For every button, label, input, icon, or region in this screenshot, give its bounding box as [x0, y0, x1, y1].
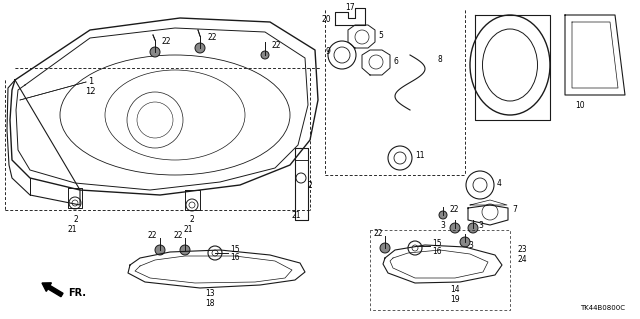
Text: 22: 22	[148, 232, 157, 241]
Text: 15: 15	[230, 246, 239, 255]
FancyArrow shape	[42, 283, 63, 297]
Text: 2: 2	[308, 181, 313, 189]
Text: 21: 21	[183, 226, 193, 234]
Text: 24: 24	[518, 256, 527, 264]
Text: 18: 18	[205, 299, 214, 308]
Text: 13: 13	[205, 290, 214, 299]
Text: 23: 23	[518, 246, 527, 255]
Text: 14: 14	[450, 286, 460, 294]
Text: 8: 8	[438, 56, 443, 64]
Text: 12: 12	[85, 87, 95, 97]
Text: 3: 3	[468, 241, 473, 249]
Circle shape	[450, 223, 460, 233]
Text: 15: 15	[432, 239, 442, 248]
Text: 1: 1	[88, 78, 93, 86]
Text: 3: 3	[478, 220, 483, 229]
Text: 21: 21	[291, 211, 301, 219]
Text: 22: 22	[449, 205, 458, 214]
Text: 22: 22	[207, 33, 216, 42]
Text: 5: 5	[378, 31, 383, 40]
Text: 9: 9	[325, 48, 330, 56]
Text: 2: 2	[190, 216, 195, 225]
Circle shape	[261, 51, 269, 59]
Text: 22: 22	[162, 38, 172, 47]
Text: 4: 4	[497, 179, 502, 188]
Text: 19: 19	[450, 294, 460, 303]
Text: 20: 20	[322, 16, 332, 25]
Circle shape	[150, 47, 160, 57]
Circle shape	[155, 245, 165, 255]
Text: 16: 16	[432, 247, 442, 256]
Text: 21: 21	[67, 226, 77, 234]
Text: 11: 11	[415, 151, 424, 160]
Text: FR.: FR.	[68, 288, 86, 298]
Text: 17: 17	[345, 3, 355, 11]
Circle shape	[460, 237, 470, 247]
Text: 22: 22	[271, 41, 280, 49]
Circle shape	[468, 223, 478, 233]
Circle shape	[380, 243, 390, 253]
Text: 6: 6	[393, 57, 398, 66]
Text: 22: 22	[373, 229, 383, 239]
Circle shape	[195, 43, 205, 53]
Circle shape	[439, 211, 447, 219]
Circle shape	[180, 245, 190, 255]
Text: 16: 16	[230, 254, 239, 263]
Text: 7: 7	[512, 205, 517, 214]
Text: TK44B0800C: TK44B0800C	[580, 305, 625, 311]
Text: 10: 10	[575, 100, 584, 109]
Text: 22: 22	[173, 232, 182, 241]
Text: 2: 2	[74, 216, 79, 225]
Text: 3: 3	[440, 220, 445, 229]
